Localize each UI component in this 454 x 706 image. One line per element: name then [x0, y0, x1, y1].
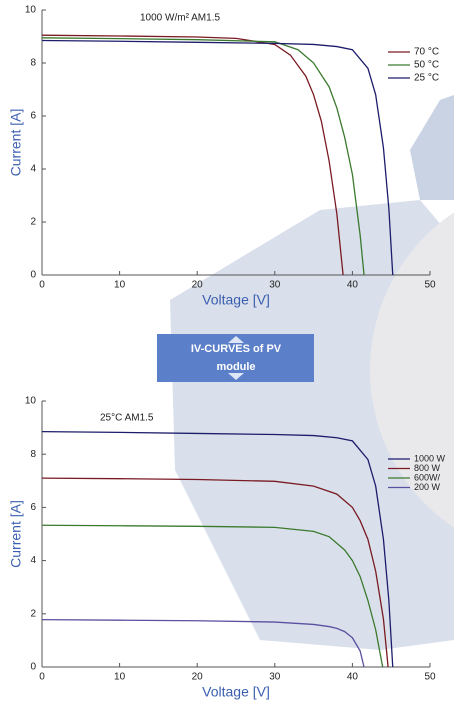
y-tick-label: 2	[30, 217, 36, 228]
y-tick-label: 8	[30, 449, 36, 460]
x-axis-title: Voltage [V]	[202, 292, 270, 308]
series-line	[41, 430, 394, 668]
y-tick-label: 10	[25, 5, 37, 16]
x-tick-label: 50	[424, 672, 436, 683]
x-tick-label: 20	[192, 672, 204, 683]
bg-shape	[410, 95, 454, 200]
x-tick-label: 10	[114, 672, 126, 683]
legend-label: 70 °C	[414, 47, 439, 58]
series-line	[41, 39, 394, 276]
banner-arrow	[228, 373, 244, 380]
x-tick-label: 0	[39, 672, 45, 683]
y-tick-label: 10	[25, 396, 37, 407]
x-axis-title: Voltage [V]	[202, 684, 270, 700]
banner-text: IV-CURVES of PV	[191, 343, 282, 355]
series-line	[41, 34, 344, 276]
y-axis-title: Current [A]	[8, 109, 24, 177]
legend-label: 1000 W	[414, 453, 446, 463]
y-tick-label: 0	[30, 270, 36, 281]
y-tick-label: 4	[30, 164, 36, 175]
legend-label: 200 W	[414, 482, 441, 492]
y-tick-label: 6	[30, 111, 36, 122]
x-tick-label: 50	[424, 280, 436, 291]
x-tick-label: 40	[347, 280, 359, 291]
annotation: 1000 W/m² AM1.5	[140, 13, 220, 24]
y-axis-title: Current [A]	[8, 500, 24, 568]
x-tick-label: 0	[39, 280, 45, 291]
x-tick-label: 10	[114, 280, 126, 291]
legend-label: 25 °C	[414, 73, 439, 84]
bg-circle	[370, 212, 454, 528]
banner-arrow	[228, 336, 244, 343]
x-tick-label: 30	[269, 280, 281, 291]
x-tick-label: 20	[192, 280, 204, 291]
series-line	[41, 37, 365, 276]
y-tick-label: 6	[30, 502, 36, 513]
y-tick-label: 2	[30, 608, 36, 619]
y-tick-label: 8	[30, 58, 36, 69]
legend-label: 800 W	[414, 463, 441, 473]
y-tick-label: 4	[30, 555, 36, 566]
y-tick-label: 0	[30, 662, 36, 673]
series-line	[41, 524, 384, 668]
legend-label: 600W/	[414, 472, 441, 482]
banner-text: module	[216, 361, 255, 373]
annotation: 25°C AM1.5	[100, 413, 154, 424]
banner: IV-CURVES of PV module	[157, 334, 314, 382]
legend-label: 50 °C	[414, 60, 439, 71]
x-tick-label: 40	[347, 672, 359, 683]
x-tick-label: 30	[269, 672, 281, 683]
series-line	[41, 619, 365, 668]
series-line	[41, 477, 389, 668]
